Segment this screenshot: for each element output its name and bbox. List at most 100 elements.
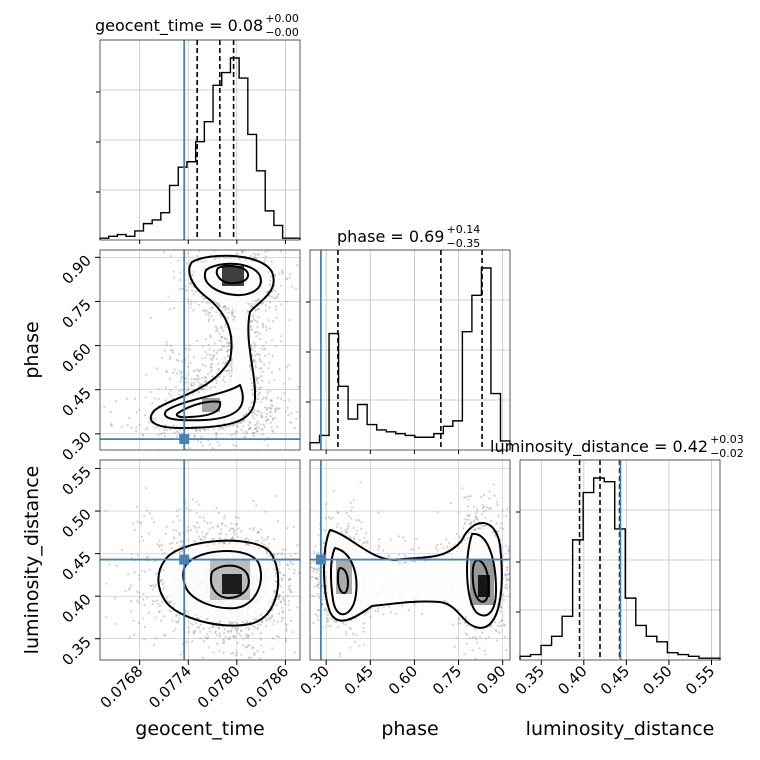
scatter-point — [363, 541, 366, 544]
scatter-point — [316, 648, 318, 650]
scatter-point — [221, 335, 224, 339]
scatter-point — [269, 275, 272, 278]
scatter-point — [262, 348, 265, 351]
scatter-point — [142, 433, 145, 436]
scatter-point — [240, 629, 243, 632]
scatter-point — [266, 418, 270, 421]
scatter-point — [253, 653, 256, 656]
scatter-point — [262, 324, 265, 327]
scatter-point — [251, 415, 254, 418]
scatter-point — [280, 284, 283, 287]
scatter-point — [474, 528, 477, 531]
scatter-point — [349, 536, 352, 539]
scatter-point — [471, 636, 474, 639]
scatter-point — [266, 389, 269, 392]
scatter-point — [216, 362, 220, 366]
scatter-point — [229, 527, 232, 530]
scatter-point — [165, 341, 168, 344]
scatter-point — [261, 416, 264, 419]
scatter-point — [260, 411, 263, 414]
scatter-point — [270, 371, 274, 374]
scatter-point — [289, 421, 292, 424]
scatter-point — [278, 368, 281, 371]
scatter-point — [114, 622, 117, 625]
scatter-point — [233, 627, 237, 630]
scatter-point — [500, 546, 504, 549]
scatter-point — [249, 426, 252, 429]
scatter-point — [253, 331, 256, 334]
scatter-point — [276, 295, 279, 298]
scatter-point — [474, 628, 477, 631]
scatter-point — [282, 598, 286, 601]
scatter-point — [196, 368, 199, 371]
scatter-point — [137, 601, 140, 604]
scatter-point — [504, 544, 507, 547]
scatter-point — [130, 610, 133, 613]
scatter-point — [142, 592, 145, 595]
scatter-point — [286, 277, 289, 281]
scatter-point — [186, 252, 190, 255]
scatter-point — [253, 626, 256, 629]
scatter-point — [175, 509, 179, 512]
scatter-point — [280, 553, 283, 556]
scatter-point — [352, 526, 355, 530]
scatter-point — [297, 385, 300, 388]
scatter-point — [281, 548, 284, 551]
scatter-point — [198, 428, 202, 431]
scatter-point — [260, 367, 263, 370]
scatter-point — [128, 635, 131, 639]
scatter-point — [246, 634, 249, 637]
scatter-point — [503, 623, 506, 626]
scatter-point — [265, 538, 268, 541]
scatter-point — [271, 418, 275, 421]
scatter-point — [168, 600, 171, 603]
scatter-point — [271, 614, 274, 617]
scatter-point — [197, 369, 201, 373]
scatter-point — [291, 631, 294, 634]
scatter-point — [206, 632, 209, 636]
scatter-point — [296, 410, 299, 414]
scatter-point — [481, 506, 484, 510]
scatter-point — [209, 335, 212, 339]
scatter-point — [207, 636, 210, 639]
scatter-point — [277, 597, 280, 601]
scatter-point — [206, 353, 209, 356]
scatter-point — [226, 355, 229, 358]
scatter-point — [194, 369, 197, 372]
scatter-point — [527, 588, 529, 590]
scatter-point — [247, 636, 250, 639]
scatter-point — [226, 369, 229, 372]
scatter-point — [91, 408, 93, 410]
scatter-point — [352, 498, 355, 501]
hist-panel-phase — [306, 249, 511, 450]
scatter-point — [260, 644, 263, 647]
scatter-point — [194, 300, 197, 303]
scatter-point — [256, 398, 259, 401]
truth-marker — [179, 434, 190, 445]
scatter-point — [467, 495, 470, 498]
scatter-point — [251, 400, 254, 403]
scatter-point — [179, 271, 182, 274]
scatter-point — [338, 652, 342, 655]
scatter-point — [211, 356, 215, 359]
scatter-point — [507, 548, 510, 551]
scatter-point — [284, 637, 288, 640]
scatter-point — [196, 521, 199, 524]
scatter-point — [197, 260, 200, 263]
scatter-point — [135, 429, 138, 433]
scatter-point — [224, 361, 227, 364]
scatter-point — [267, 616, 270, 619]
scatter-point — [201, 656, 205, 660]
scatter-point — [172, 602, 176, 606]
scatter-point — [192, 631, 196, 634]
scatter-point — [499, 606, 503, 609]
scatter-point — [268, 301, 272, 304]
scatter-point — [203, 519, 206, 523]
scatter-point — [186, 507, 189, 510]
histogram-step — [99, 57, 301, 240]
scatter-point — [268, 279, 272, 282]
scatter-point — [240, 428, 243, 431]
scatter-point — [233, 533, 236, 536]
scatter-point — [520, 597, 522, 599]
scatter-point — [476, 518, 479, 521]
